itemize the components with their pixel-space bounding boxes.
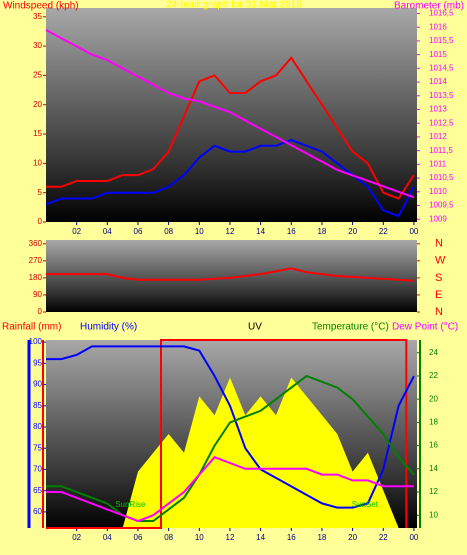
- y2-tick-label: 1012,5: [429, 118, 454, 127]
- x-tick-label: 08: [164, 227, 173, 236]
- y2-tick-label: W: [435, 255, 446, 267]
- y2-tick-label: 10: [429, 510, 438, 519]
- x-tick-label: 08: [164, 533, 173, 542]
- y2-tick-label: 1012: [429, 132, 447, 141]
- y2-tick-label: 12: [429, 487, 438, 496]
- x-tick-label: 00: [409, 533, 418, 542]
- y2-tick-label: 1010,5: [429, 173, 454, 182]
- x-tick-label: 10: [195, 227, 204, 236]
- plot-area: [46, 8, 417, 222]
- plot-area: [46, 240, 417, 312]
- y2-tick-label: 14: [429, 464, 438, 473]
- y2-tick-label: 1009,5: [429, 201, 454, 210]
- x-tick-label: 16: [287, 533, 296, 542]
- y-tick-label: 90: [33, 380, 42, 389]
- y-tick-label: 100: [29, 337, 43, 346]
- x-tick-label: 16: [287, 227, 296, 236]
- y2-tick-label: 24: [429, 348, 438, 357]
- y-tick-label: 90: [33, 290, 42, 299]
- y2-tick-label: 1011,5: [429, 146, 453, 155]
- x-tick-label: 22: [379, 227, 388, 236]
- y2-tick-label: 20: [429, 394, 438, 403]
- x-tick-label: 14: [256, 533, 265, 542]
- y2-tick-label: N: [435, 238, 443, 250]
- y-tick-label: 25: [33, 71, 42, 80]
- x-tick-label: 12: [226, 227, 235, 236]
- y-tick-label: 95: [33, 358, 42, 367]
- x-tick-label: 04: [103, 227, 112, 236]
- y-tick-label: 35: [33, 12, 42, 21]
- legend-label: UV: [248, 322, 262, 333]
- y-tick-label: 15: [33, 129, 42, 138]
- x-tick-label: 06: [134, 227, 143, 236]
- y-tick-label: 70: [33, 465, 42, 474]
- data-line: [46, 345, 415, 509]
- data-area: [46, 377, 414, 528]
- x-tick-label: 04: [103, 533, 112, 542]
- x-tick-label: 14: [256, 227, 265, 236]
- y2-tick-label: 16: [429, 441, 438, 450]
- y2-tick-label: 1016,5: [429, 9, 454, 18]
- x-tick-label: 22: [379, 533, 388, 542]
- y-tick-label: 0: [38, 217, 43, 226]
- y2-tick-label: 1014: [429, 77, 447, 86]
- x-tick-label: 06: [134, 533, 143, 542]
- y-tick-label: 60: [33, 507, 42, 516]
- y2-tick-label: 1013: [429, 105, 447, 114]
- y2-tick-label: 18: [429, 418, 438, 427]
- legend-label: Temperature (°C): [312, 322, 389, 333]
- y2-tick-label: 1011: [429, 159, 447, 168]
- chart-title: 24 hour graph for 31 Mar 2016: [166, 0, 302, 11]
- axis-title: Barometer (mb): [394, 1, 464, 12]
- legend-label: Dew Point (°C): [392, 322, 458, 333]
- x-tick-label: 20: [348, 533, 357, 542]
- y2-tick-label: 1014,5: [429, 63, 454, 72]
- axis-title: Windspeed (kph): [3, 1, 79, 12]
- annotation: SunRise: [115, 500, 146, 509]
- y2-tick-label: E: [435, 289, 442, 301]
- y2-tick-label: S: [435, 272, 442, 284]
- y-tick-label: 0: [38, 307, 43, 316]
- x-tick-label: 20: [348, 227, 357, 236]
- y-tick-label: 85: [33, 401, 42, 410]
- x-tick-label: 02: [72, 533, 81, 542]
- data-line: [46, 374, 415, 522]
- y2-tick-label: 1009: [429, 214, 447, 223]
- x-tick-label: 18: [317, 533, 326, 542]
- data-line: [46, 339, 408, 529]
- x-tick-label: 18: [317, 227, 326, 236]
- legend-label: Humidity (%): [80, 322, 137, 333]
- x-tick-label: 00: [409, 227, 418, 236]
- y-tick-label: 20: [33, 100, 42, 109]
- y-tick-label: 10: [33, 158, 42, 167]
- y2-tick-label: 22: [429, 371, 438, 380]
- y-tick-label: 65: [33, 486, 42, 495]
- annotation: SunSet: [352, 500, 379, 509]
- data-line: [46, 56, 415, 200]
- y-tick-label: 180: [29, 273, 43, 282]
- y-tick-label: 360: [29, 239, 43, 248]
- data-line: [46, 456, 414, 523]
- y2-tick-label: 1016: [429, 22, 447, 31]
- y2-tick-label: 1015,5: [429, 36, 454, 45]
- y-tick-label: 270: [29, 256, 43, 265]
- y2-tick-label: N: [435, 306, 443, 318]
- y-tick-label: 80: [33, 422, 42, 431]
- y2-tick-label: 1013,5: [429, 91, 454, 100]
- x-tick-label: 02: [72, 227, 81, 236]
- y-tick-label: 30: [33, 41, 42, 50]
- legend-label: Rainfall (mm): [2, 322, 61, 333]
- data-line: [46, 267, 414, 282]
- x-tick-label: 12: [226, 533, 235, 542]
- y2-tick-label: 1010: [429, 187, 447, 196]
- y-tick-label: 75: [33, 443, 42, 452]
- y2-tick-label: 1015: [429, 50, 447, 59]
- y-tick-label: 5: [38, 188, 43, 197]
- x-tick-label: 10: [195, 533, 204, 542]
- data-line: [45, 29, 415, 199]
